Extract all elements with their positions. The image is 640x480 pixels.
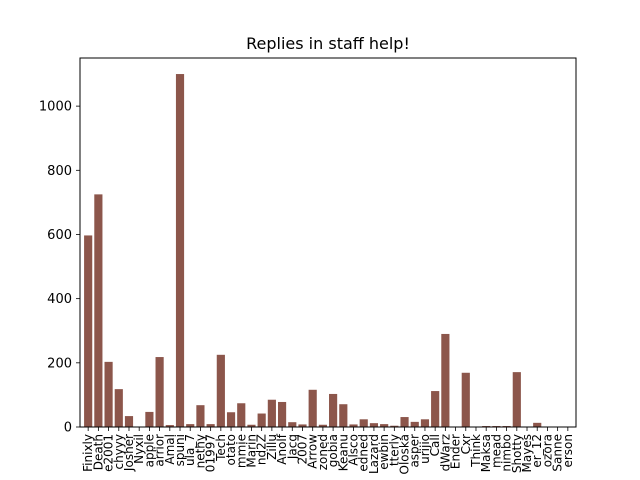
x-tick-label: 01997 — [204, 434, 218, 472]
x-tick-label: Keanu — [336, 434, 350, 471]
y-tick-label: 600 — [47, 228, 72, 243]
bars-group — [84, 74, 542, 427]
bar-arrior — [155, 357, 164, 427]
x-tick-label: edned — [357, 434, 371, 472]
x-tick-label: mmie — [234, 434, 248, 468]
x-tick-label: Cxr — [459, 434, 473, 454]
bar-spuni — [175, 74, 185, 427]
bar-amal — [165, 425, 174, 427]
x-tick-label: chyyy — [112, 434, 126, 470]
x-tick-label: ewbin — [377, 434, 391, 470]
x-axis: FinixlyDeathe2001chyyyJosherNyxilapplear… — [81, 427, 575, 474]
x-tick-label: Ender — [449, 434, 463, 469]
bar-alsco — [349, 424, 358, 427]
bar-ewbin — [380, 424, 389, 427]
bar-dwarz — [441, 333, 450, 427]
x-tick-label: Call — [428, 434, 442, 456]
x-tick-label: Nyxil — [132, 434, 146, 464]
x-tick-label: ula_7 — [183, 434, 197, 466]
bar-jacq — [288, 422, 297, 427]
x-tick-label: Think — [469, 434, 483, 468]
x-tick-label: Mayes — [520, 434, 534, 472]
x-tick-label: Alsco — [347, 434, 361, 466]
bar-josher — [124, 416, 134, 427]
bar-keanu — [339, 404, 348, 427]
x-tick-label: e2001 — [102, 434, 116, 472]
chart-title: Replies in staff help! — [246, 34, 410, 53]
y-tick-label: 800 — [47, 164, 72, 179]
bar-zillu — [267, 399, 276, 427]
x-tick-label: Shotty — [510, 434, 524, 473]
x-tick-label: dWarz — [438, 434, 452, 471]
bar-oloska — [400, 417, 409, 427]
x-tick-label: er_12 — [530, 434, 544, 468]
x-tick-label: Anolf — [275, 433, 289, 464]
bar-shotty — [512, 372, 521, 427]
x-tick-label: Finixly — [81, 434, 95, 472]
x-tick-label: Lazard — [367, 434, 381, 474]
bar-death — [94, 194, 103, 427]
bar-asper — [410, 421, 419, 427]
x-tick-label: Sanne — [551, 434, 565, 472]
bar-tterly — [390, 425, 399, 427]
bar-ula-7 — [186, 424, 195, 427]
x-tick-label: nethy — [193, 434, 207, 468]
bar-gobia — [329, 393, 338, 427]
bar-call — [431, 391, 440, 427]
bar-cxr — [461, 372, 470, 427]
x-tick-label: Tech — [214, 434, 228, 462]
x-tick-label: Death — [91, 434, 105, 470]
bar-nd2z — [257, 413, 266, 427]
x-tick-label: Oloska — [398, 434, 412, 474]
x-tick-label: gobia — [326, 434, 340, 467]
x-tick-label: arrior — [153, 434, 167, 467]
y-axis: 0 200 400 600 800 1000 — [39, 100, 80, 436]
y-tick-label: 0 — [64, 421, 72, 436]
x-tick-label: otato — [224, 434, 238, 465]
y-tick-label: 400 — [47, 292, 72, 307]
plot-frame — [79, 57, 577, 428]
bar-lazard — [369, 423, 379, 427]
x-tick-label: Josher — [122, 434, 136, 472]
bar-otato — [226, 412, 236, 427]
x-tick-label: Marin — [244, 434, 258, 468]
bar-urijio — [420, 419, 430, 427]
x-tick-label: spuni — [173, 434, 187, 466]
bar-chyyy — [114, 389, 123, 427]
y-tick-label: 1000 — [39, 100, 72, 115]
x-tick-label: Jacq — [285, 434, 299, 460]
x-tick-label: asper — [408, 434, 422, 468]
bar-apple — [145, 411, 154, 427]
bar-tech — [216, 354, 225, 427]
x-tick-label: nd2Z — [255, 434, 269, 465]
bar-zoned — [318, 424, 327, 427]
bar-er-12 — [533, 422, 542, 427]
bar-01997 — [206, 424, 215, 427]
bar-finixly — [84, 235, 93, 427]
bar-edned — [359, 419, 368, 427]
bar-anolf — [277, 401, 287, 427]
bar-nethy — [196, 405, 205, 427]
x-tick-label: ozora — [540, 434, 554, 467]
bar-arrow — [308, 389, 317, 427]
x-tick-label: nimbo — [500, 434, 514, 472]
x-tick-label: mead — [489, 434, 503, 468]
x-tick-label: Arrow — [306, 434, 320, 469]
x-tick-label: Maksa — [479, 434, 493, 472]
x-tick-label: Amal — [163, 434, 177, 465]
x-tick-label: zoned — [316, 434, 330, 470]
bar-e2001 — [104, 361, 113, 427]
x-tick-label: urijio — [418, 434, 432, 464]
y-tick-label: 200 — [47, 356, 72, 371]
bar-marin — [247, 424, 256, 427]
x-tick-label: tterly — [387, 434, 401, 466]
x-tick-label: Zillu — [265, 434, 279, 460]
bar-mmie — [237, 403, 246, 427]
x-tick-label: 2007 — [295, 434, 309, 465]
bar-2007 — [298, 424, 307, 427]
x-tick-label: apple — [142, 434, 156, 467]
x-tick-label: erson — [561, 434, 575, 468]
